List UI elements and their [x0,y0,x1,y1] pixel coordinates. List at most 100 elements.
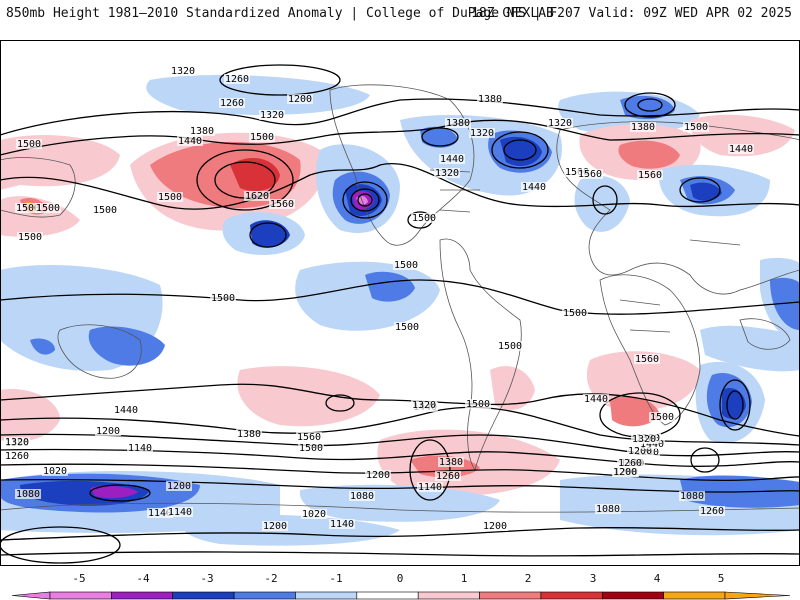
colorbar-high-arrow [724,591,791,600]
contour-label: 1500 [684,122,708,133]
anomaly-region [88,326,165,366]
contour-label-bg [393,260,419,270]
contour-label: 1200 [628,446,652,457]
contour-line [0,433,800,457]
contour-label-bg [259,110,285,120]
contour-label: 1500 [498,341,522,352]
colorbar-tick-label: -2 [264,572,277,585]
header-bar: 850mb Height 1981–2010 Standardized Anom… [0,0,800,40]
contour-label-bg [92,205,118,215]
contour-label: 1080 [596,504,620,515]
contour-label: 1320 [470,128,494,139]
contour-label-bg [224,74,250,84]
contour-label-bg [577,169,603,179]
contour-label: 1140 [418,482,442,493]
contour-label-bg [630,122,656,132]
contour-label-bg [4,437,30,447]
contour-label: 1380 [446,118,470,129]
contour-label-bg [249,132,275,142]
contour-ring [491,131,549,169]
coastlines [0,84,800,566]
anomaly-region [30,338,55,355]
colorbar: -5 -4 -3 -2 -1 0 1 2 3 4 5 [11,572,791,600]
contour-ring [249,222,287,248]
contour-label: 1080 [680,491,704,502]
contour-label-bg [16,139,42,149]
contour-ring [357,193,373,207]
contour-line [0,162,800,210]
political-border [439,209,471,213]
contour-label-bg [679,491,705,501]
contour-label-bg [329,519,355,529]
contour-label: 1380 [190,126,214,137]
land-outline [0,157,76,218]
contour-label: 1260 [5,451,29,462]
contour-ring [196,149,294,211]
contour-label-bg [411,213,437,223]
contour-line [0,98,800,136]
contour-label: 1380 [478,94,502,105]
contour-ring [219,64,341,96]
contour-label-bg [521,182,547,192]
contour-line [0,279,800,315]
contour-label: 1440 [729,144,753,155]
contour-ring [592,185,618,215]
contour-ring [719,379,751,431]
contour-label: 1500 [36,203,60,214]
contour-label: 1440 [440,154,464,165]
contour-label-bg [262,521,288,531]
map-title: 850mb Height 1981–2010 Standardized Anom… [6,6,554,21]
contour-label-bg [210,293,236,303]
contour-label-bg [699,506,725,516]
contour-label: 1200 [288,94,312,105]
anomaly-region [618,140,680,169]
contour-label-bg [469,128,495,138]
contour-label: 1200 [96,426,120,437]
contour-line [0,119,800,156]
contour-label-bg [612,467,638,477]
contour-ring [89,484,151,502]
height-contours [0,64,800,564]
contour-label: 1320 [412,400,436,411]
contour-label-bg [35,203,61,213]
contour-label: 1500 [466,399,490,410]
colorbar-tick-label: 0 [397,572,404,585]
contour-label: 1560 [297,432,321,443]
contour-label: 1320 [435,168,459,179]
contour-label: 1500 [394,260,418,271]
contour-label: 1320 [260,110,284,121]
contour-label: 1020 [43,466,67,477]
land-outline [0,502,800,566]
colorbar-tick-label: -5 [72,572,85,585]
contour-label: 1560 [578,169,602,180]
contour-ring [624,92,676,118]
contour-label-bg [17,232,43,242]
contour-label: 1320 [632,434,656,445]
contour-label: 1260 [618,458,642,469]
anomaly-region [365,271,415,302]
contour-label-bg [562,308,588,318]
colorbar-bin [479,591,542,600]
land-outline [439,238,522,471]
contour-ring [0,526,121,564]
contour-label-bg [298,443,324,453]
contour-label-bg [189,126,215,136]
contour-label-bg [617,458,643,468]
model-run-info: 18Z GFS | F207 Valid: 09Z WED APR 02 202… [471,6,792,21]
contour-label: 1140 [128,443,152,454]
colorbar-bin [172,591,235,600]
contour-label: 1380 [631,122,655,133]
contour-label-bg [438,457,464,467]
colorbar-low-arrow [11,591,51,600]
anomaly-region [690,182,722,201]
contour-label: 1140 [148,508,172,519]
contour-label: 1500 [93,205,117,216]
contour-label-bg [411,400,437,410]
contour-label: 1260 [225,74,249,85]
contour-label-bg [349,491,375,501]
contour-label: 1380 [237,429,261,440]
contour-label-bg [157,192,183,202]
land-outline [556,121,800,295]
contour-label-bg [15,203,41,213]
